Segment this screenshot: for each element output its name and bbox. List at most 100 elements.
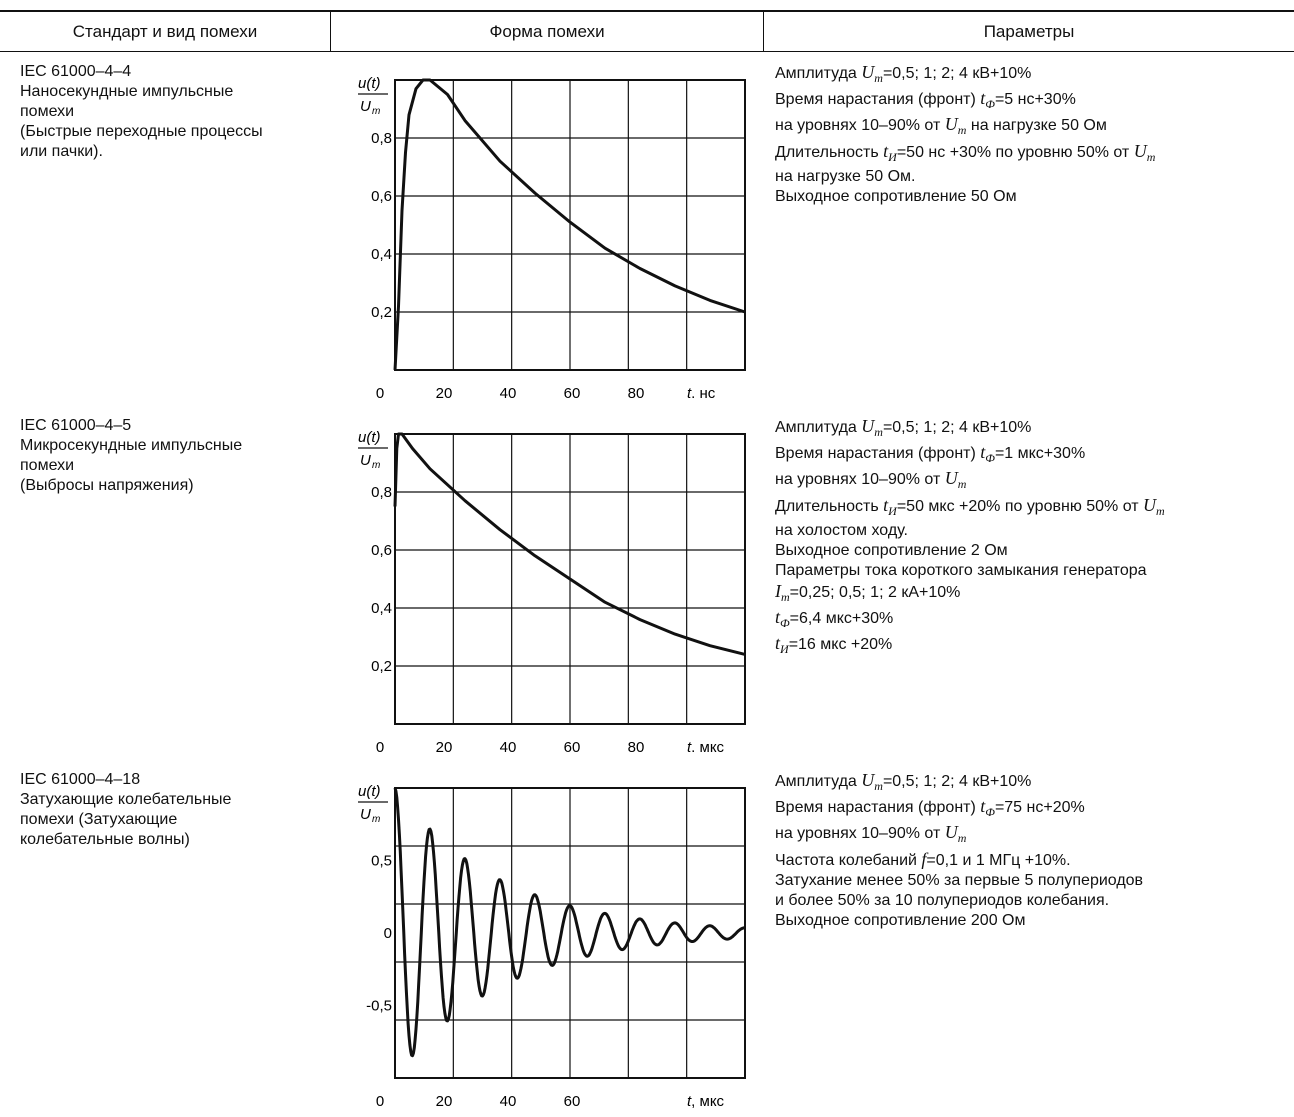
column-header-standard: Стандарт и вид помехи <box>72 22 258 41</box>
x-tick-label: 0 <box>376 1093 384 1110</box>
parameters-cell: Амплитуда Um=0,5; 1; 2; 4 кВ+10% Время на… <box>775 416 1294 659</box>
x-tick-label: 60 <box>564 739 581 752</box>
parameter-line: Частота колебаний f=0,1 и 1 МГц +10%. <box>775 849 1294 871</box>
y-axis-label-numerator: u(t) <box>358 783 381 800</box>
x-tick-label: 40 <box>500 1093 517 1110</box>
table-header: Стандарт и вид помехи Форма помехи Парам… <box>0 10 1294 52</box>
math-subscript: Ф <box>985 97 995 112</box>
parameter-text: =16 мкс +20% <box>788 636 893 654</box>
standard-line: помехи <box>20 103 75 120</box>
parameter-text: и более 50% за 10 полупериодов колебания… <box>775 891 1110 909</box>
standard-line: IEC 61000–4–4 <box>20 63 132 80</box>
y-tick-label: 0,8 <box>371 130 392 147</box>
math-subscript: И <box>888 149 897 164</box>
parameter-line: Амплитуда Um=0,5; 1; 2; 4 кВ+10% <box>775 416 1294 442</box>
parameter-line: на уровнях 10–90% от Um <box>775 468 1294 494</box>
parameter-text: Выходное сопротивление 200 Ом <box>775 911 1026 929</box>
y-tick-label: 0,5 <box>371 853 392 870</box>
parameter-line: Длительность tИ=50 нс +30% по уровню 50%… <box>775 141 1294 167</box>
parameter-text: на уровнях 10–90% от <box>775 471 945 489</box>
parameters-cell: Амплитуда Um=0,5; 1; 2; 4 кВ+10% Время на… <box>775 770 1294 931</box>
x-axis-label: t, мкс <box>687 1093 725 1110</box>
column-divider <box>763 12 764 51</box>
parameter-text: Длительность <box>775 143 884 161</box>
parameter-text: Время нарастания (фронт) <box>775 91 981 109</box>
parameter-line: на холостом ходу. <box>775 521 1294 541</box>
math-symbol: U <box>944 822 958 843</box>
parameter-line: Выходное сопротивление 2 Ом <box>775 541 1294 561</box>
math-symbol: t <box>775 606 781 627</box>
y-axis-label-denominator: U <box>360 98 371 115</box>
parameter-line: Время нарастания (фронт) tФ=5 нс+30% <box>775 88 1294 114</box>
math-subscript: m <box>1156 503 1165 518</box>
column-divider <box>330 12 331 51</box>
y-axis-label-numerator: u(t) <box>358 75 381 92</box>
parameter-line: на уровнях 10–90% от Um <box>775 822 1294 848</box>
math-symbol: U <box>861 416 875 436</box>
x-tick-label: 20 <box>436 739 453 752</box>
y-axis-label-subscript: m <box>372 460 380 471</box>
math-symbol: t <box>980 88 986 109</box>
standard-line: колебательные волны) <box>20 831 190 848</box>
math-subscript: m <box>957 831 967 846</box>
parameter-text: на нагрузке 50 Ом. <box>775 167 916 185</box>
y-tick-label: 0,2 <box>371 658 392 675</box>
standard-cell: IEC 61000–4–4 Наносекундные импульсные пом… <box>20 62 310 162</box>
x-axis-label: t, мкс <box>687 739 725 752</box>
plot-frame <box>394 787 746 1079</box>
standard-line: IEC 61000–4–5 <box>20 417 132 434</box>
x-axis-unit: , нс <box>691 385 716 398</box>
parameter-line: Im=0,25; 0,5; 1; 2 кА+10% <box>775 581 1294 607</box>
plot-frame <box>394 433 746 725</box>
parameter-text: Выходное сопротивление 2 Ом <box>775 541 1008 559</box>
parameter-line: на уровнях 10–90% от Um на нагрузке 50 О… <box>775 114 1294 140</box>
standard-line: (Выбросы напряжения) <box>20 477 194 494</box>
parameter-text: =0,5; 1; 2; 4 кВ+10% <box>882 773 1032 790</box>
math-symbol: U <box>1143 494 1157 515</box>
parameter-text: Выходное сопротивление 50 Ом <box>775 187 1017 205</box>
plot-frame <box>394 79 746 371</box>
math-subscript: m <box>957 123 967 138</box>
parameter-text: на холостом ходу. <box>775 521 908 539</box>
y-axis-label-numerator: u(t) <box>358 429 381 446</box>
parameter-text: Амплитуда <box>775 65 862 82</box>
x-axis-variable: t <box>687 385 692 398</box>
math-subscript: m <box>1146 149 1156 164</box>
math-subscript: И <box>780 642 789 657</box>
x-axis-unit: , мкс <box>691 739 724 752</box>
parameter-text: =50 нс +30% по уровню 50% от <box>896 143 1134 161</box>
y-axis-label-denominator: U <box>360 452 371 469</box>
parameter-line: Амплитуда Um=0,5; 1; 2; 4 кВ+10% <box>775 62 1294 88</box>
parameter-line: Затухание менее 50% за первые 5 полупери… <box>775 871 1294 891</box>
parameter-line: Параметры тока короткого замыкания генер… <box>775 561 1294 581</box>
math-symbol: U <box>944 114 958 135</box>
x-tick-label: 40 <box>500 385 517 398</box>
x-tick-label: 40 <box>500 739 517 752</box>
math-subscript: m <box>874 779 883 794</box>
x-tick-label: 0 <box>376 739 384 752</box>
x-tick-label: 60 <box>564 1093 581 1110</box>
standard-cell: IEC 61000–4–18 Затухающие колебательные по… <box>20 770 310 850</box>
parameter-text: Время нарастания (фронт) <box>775 445 981 463</box>
x-tick-label: 80 <box>628 385 645 398</box>
waveform-curve <box>393 432 746 656</box>
y-tick-label: 0,8 <box>371 484 392 501</box>
math-subscript: И <box>888 503 897 518</box>
parameter-text: Амплитуда <box>775 419 862 436</box>
math-symbol: U <box>861 62 875 82</box>
parameter-text: Параметры тока короткого замыкания генер… <box>775 561 1147 579</box>
parameter-line: Время нарастания (фронт) tФ=1 мкс+30% <box>775 442 1294 468</box>
math-symbol: U <box>861 770 875 790</box>
math-subscript: m <box>874 425 883 440</box>
column-header-shape: Форма помехи <box>489 22 605 41</box>
x-axis-variable: t <box>687 1093 692 1110</box>
math-symbol: U <box>944 468 958 489</box>
parameter-text: =50 мкс +20% по уровню 50% от <box>896 497 1144 515</box>
math-subscript: Ф <box>985 805 995 820</box>
math-symbol: t <box>980 442 986 463</box>
x-tick-label: 20 <box>436 1093 453 1110</box>
standard-line: помехи (Затухающие <box>20 811 178 828</box>
